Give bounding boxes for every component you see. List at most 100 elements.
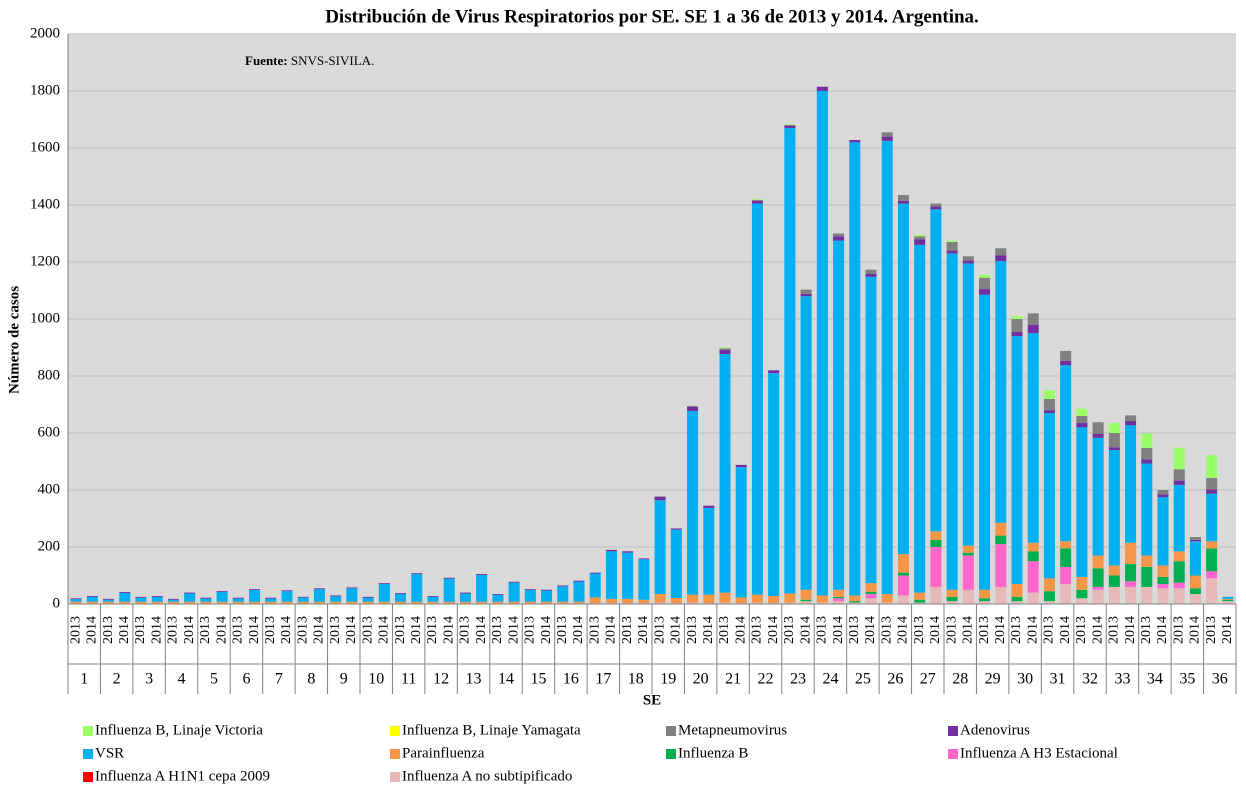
bar-segment <box>103 599 115 602</box>
bar-segment <box>200 598 212 602</box>
x-tick-label: 2013 <box>587 616 602 644</box>
bar-segment <box>1125 586 1137 604</box>
bar-segment <box>962 589 974 604</box>
bar-segment <box>216 591 228 593</box>
group-label: 1 <box>80 671 88 688</box>
x-tick-label: 2013 <box>328 616 343 644</box>
bar-segment <box>395 593 407 595</box>
x-tick-label: 2013 <box>133 616 148 644</box>
x-tick-label: 2014 <box>312 616 327 644</box>
bar-segment <box>735 597 747 604</box>
group-label: 19 <box>660 671 676 688</box>
group-label: 2 <box>113 671 121 688</box>
x-tick-label: 2013 <box>652 616 667 644</box>
bar-segment <box>411 574 423 602</box>
bar-segment <box>1060 548 1072 567</box>
bar-segment <box>1011 336 1023 585</box>
bar-segment <box>1125 415 1137 422</box>
y-tick-label: 0 <box>53 595 61 611</box>
bar-segment <box>281 601 293 604</box>
x-tick-label: 2013 <box>1009 616 1024 644</box>
group-label: 9 <box>340 671 348 688</box>
bar-segment <box>979 277 991 290</box>
bar-segment <box>1092 437 1104 556</box>
group-label: 7 <box>275 671 283 688</box>
bar-segment <box>1125 581 1137 587</box>
bar-segment <box>1157 584 1169 589</box>
bar-segment <box>492 594 504 595</box>
legend-swatch <box>390 726 400 736</box>
group-label: 8 <box>307 671 315 688</box>
bar-segment <box>1060 541 1072 549</box>
bar-segment <box>670 528 682 530</box>
bar-segment <box>330 596 342 602</box>
bar-segment <box>1060 350 1072 361</box>
x-tick-label: 2014 <box>474 616 489 644</box>
group-label: 22 <box>758 671 774 688</box>
x-tick-label: 2014 <box>1025 616 1040 644</box>
bar-segment <box>70 598 82 600</box>
bar-segment <box>1011 316 1023 319</box>
bar-segment <box>378 601 390 604</box>
bar-segment <box>1011 601 1023 604</box>
bar-segment <box>281 590 293 592</box>
bar-segment <box>751 199 763 201</box>
x-tick-label: 2014 <box>117 616 132 644</box>
group-label: 10 <box>368 671 384 688</box>
bar-segment <box>167 601 179 604</box>
bar-segment <box>816 91 828 596</box>
y-tick-label: 1400 <box>30 196 60 212</box>
x-tick-label: 2013 <box>555 616 570 644</box>
bar-segment <box>670 529 682 599</box>
bar-segment <box>833 598 845 602</box>
x-tick-label: 2014 <box>1123 616 1138 644</box>
group-label: 12 <box>433 671 449 688</box>
bar-segment <box>1125 425 1137 543</box>
bar-segment <box>492 601 504 604</box>
x-tick-label: 2014 <box>214 616 229 644</box>
bar-segment <box>979 601 991 604</box>
bar-segment <box>979 289 991 295</box>
bar-segment <box>1108 586 1120 604</box>
bar-segment <box>1206 578 1218 604</box>
bar-segment <box>1125 421 1137 426</box>
bar-segment <box>719 592 731 603</box>
x-tick-label: 2014 <box>766 616 781 644</box>
bar-segment <box>881 132 893 137</box>
bar-segment <box>1011 596 1023 602</box>
bar-segment <box>1157 497 1169 566</box>
x-tick-label: 2013 <box>782 616 797 644</box>
bar-segment <box>1206 493 1218 542</box>
bar-segment <box>411 601 423 604</box>
bar-segment <box>800 599 812 602</box>
x-tick-label: 2014 <box>182 616 197 644</box>
y-tick-label: 2000 <box>30 25 60 41</box>
bar-segment <box>833 236 845 241</box>
bar-segment <box>946 589 958 597</box>
bar-segment <box>216 601 228 604</box>
bar-segment <box>719 602 731 604</box>
bar-segment <box>881 140 893 595</box>
y-tick-label: 1600 <box>30 139 60 155</box>
legend-swatch <box>390 749 400 759</box>
bar-segment <box>849 142 861 596</box>
bar-segment <box>1060 360 1072 366</box>
bar-segment <box>1076 408 1088 416</box>
bar-segment <box>800 293 812 297</box>
bar-segment <box>411 573 423 575</box>
bar-segment <box>1189 539 1201 542</box>
bar-segment <box>962 552 974 556</box>
x-tick-label: 2013 <box>847 616 862 644</box>
bar-segment <box>1206 455 1218 479</box>
x-tick-label: 2013 <box>717 616 732 644</box>
group-label: 34 <box>1147 671 1163 688</box>
legend-label: Parainfluenza <box>402 745 485 761</box>
group-label: 21 <box>725 671 741 688</box>
bar-segment <box>1173 561 1185 583</box>
x-tick-label: 2013 <box>977 616 992 644</box>
bar-segment <box>1092 433 1104 438</box>
bar-segment <box>670 598 682 604</box>
bar-segment <box>232 597 244 599</box>
bar-segment <box>459 592 471 594</box>
x-tick-label: 2014 <box>636 616 651 644</box>
